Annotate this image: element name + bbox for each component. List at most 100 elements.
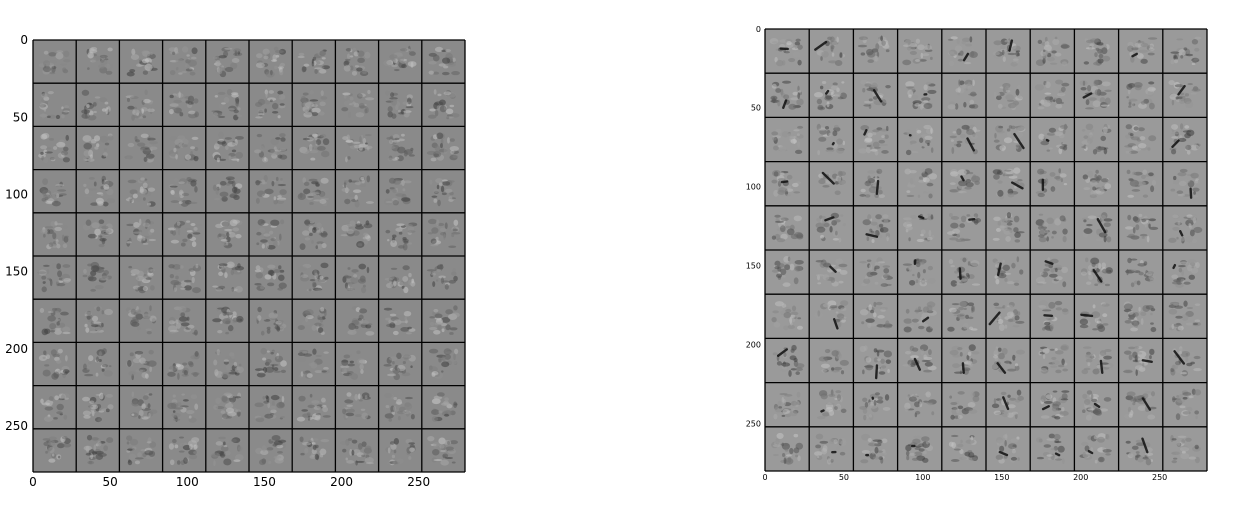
filter-tile [992,212,1025,243]
filter-tile [340,438,375,466]
filter-tile [818,348,849,376]
filter-tile [771,125,804,155]
filter-tile [1123,346,1155,377]
y-tick-label: 150 [5,265,28,279]
filter-tile [384,265,416,294]
filter-tile [343,47,371,77]
filter-tile [167,393,199,423]
filter-tile [40,220,69,250]
filter-tile [815,258,848,287]
y-tick-label: 0 [756,25,761,34]
filter-tile [296,393,331,422]
filter-tile [39,178,67,207]
filter-tile [995,433,1020,464]
filter-tile [86,46,113,75]
filter-tile [40,393,70,422]
filter-tile [298,262,329,292]
filter-tile [124,133,159,163]
filter-tile [126,48,158,77]
filter-tile [212,131,244,163]
filter-tile [342,392,371,420]
filter-tile [383,45,417,72]
filter-tile [992,38,1021,67]
filter-tile [1035,433,1065,465]
filter-tile [1081,123,1112,155]
filter-tile [82,392,114,423]
filter-tile [342,134,373,163]
filter-tile [1123,301,1157,333]
filter-tile [385,222,418,251]
filter-tile [1168,300,1202,332]
filter-tile [168,135,199,162]
x-tick-label: 150 [994,473,1009,482]
filter-tile [130,391,158,420]
filter-tile [770,80,804,110]
filter-tile [816,170,848,196]
filter-tile [340,350,368,380]
y-tick-label: 250 [5,419,28,433]
filter-tile [993,125,1026,152]
filter-tile [341,89,375,118]
filter-tile [1171,259,1200,288]
filter-tile [904,168,938,199]
filter-tile [299,132,330,161]
filter-tile [988,301,1025,331]
filter-tile [428,46,460,76]
x-tick-label: 250 [1152,473,1167,482]
filter-tile [212,261,245,293]
filter-tile [428,348,459,379]
filter-tile [993,83,1025,111]
filter-tile [167,220,202,248]
filter-tile [1125,257,1157,288]
filter-tile [1035,168,1068,198]
filter-tile [814,300,849,332]
filter-tile [426,132,460,162]
filter-tile [771,170,802,197]
filter-tile [1079,302,1110,333]
y-tick-label: 0 [20,33,28,47]
filter-tile [213,392,242,420]
filter-tile [859,301,893,329]
filter-tile [212,306,244,335]
filter-tile [168,177,198,207]
filter-tile [168,263,202,294]
filter-tile [125,305,157,335]
filter-tile [860,79,891,110]
filter-tile [1035,257,1069,288]
filter-tile [39,307,71,336]
filter-tile [212,47,243,78]
filter-tile [42,436,72,463]
filter-tile [859,345,893,380]
filter-tile [949,344,980,375]
filter-tile [300,90,328,118]
filter-tile [991,346,1025,374]
filter-tile [949,124,981,155]
filter-tile [816,123,846,156]
filter-tile [1080,256,1113,287]
filter-tile [860,433,888,464]
x-tick-label: 0 [762,473,767,482]
filter-tile [949,168,981,198]
filter-tile [255,174,287,205]
filter-tile [126,435,157,466]
filter-tile [82,348,113,377]
filter-tile [215,219,243,249]
filter-tile [125,89,155,121]
filter-tile [254,89,287,119]
y-tick-label: 50 [13,110,28,124]
filter-tile [427,89,460,120]
filter-tile [82,219,114,248]
filter-tile [385,90,414,119]
filter-tile [254,264,287,291]
filter-tile [430,392,458,422]
filter-tile [168,91,199,119]
filter-tile [1035,36,1070,67]
filter-tile [125,349,157,381]
filter-tile [255,435,287,466]
filter-tile [817,389,847,420]
filter-tile [254,347,287,378]
x-tick-label: 200 [1073,473,1088,482]
filter-tile [1035,213,1068,243]
filter-tile [426,263,458,290]
filter-tile [168,436,200,466]
